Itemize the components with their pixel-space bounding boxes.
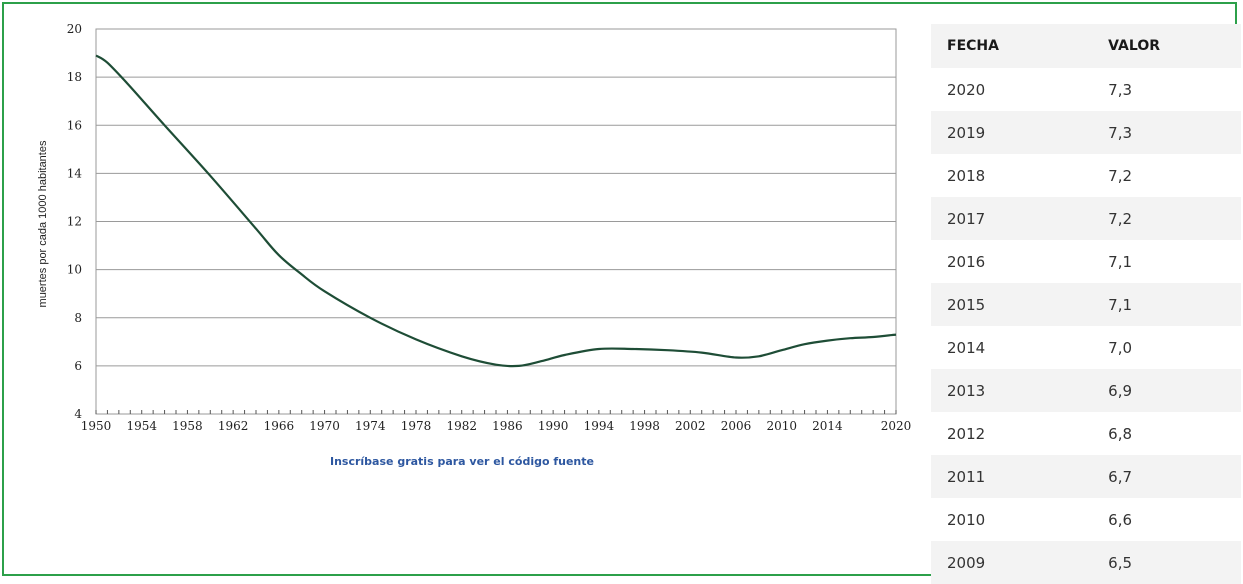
- x-tick-label: 1974: [355, 419, 386, 433]
- table-row: 2013 6,9: [931, 369, 1241, 412]
- cell-fecha: 2009: [931, 541, 1049, 584]
- x-tick-label: 1950: [81, 419, 112, 433]
- cell-fecha: 2010: [931, 498, 1049, 541]
- cell-valor: 6,6: [1048, 498, 1241, 541]
- cell-valor: 7,1: [1048, 240, 1241, 283]
- x-tick-label: 1958: [172, 419, 203, 433]
- x-tick-label: 2002: [675, 419, 706, 433]
- cell-fecha: 2013: [931, 369, 1049, 412]
- header-fecha: FECHA: [931, 24, 1049, 68]
- cell-fecha: 2015: [931, 283, 1049, 326]
- cell-fecha: 2011: [931, 455, 1049, 498]
- cell-valor: 6,7: [1048, 455, 1241, 498]
- cell-valor: 6,9: [1048, 369, 1241, 412]
- table-row: 2016 7,1: [931, 240, 1241, 283]
- cell-fecha: 2019: [931, 111, 1049, 154]
- cell-valor: 7,3: [1048, 111, 1241, 154]
- cell-fecha: 2016: [931, 240, 1049, 283]
- cell-valor: 7,3: [1048, 68, 1241, 111]
- table-row: 2015 7,1: [931, 283, 1241, 326]
- y-tick-label: 10: [67, 263, 82, 277]
- y-tick-label: 14: [67, 166, 83, 180]
- table-row: 2009 6,5: [931, 541, 1241, 584]
- x-tick-label: 1998: [629, 419, 660, 433]
- x-tick-label: 1994: [584, 419, 615, 433]
- cell-valor: 7,2: [1048, 197, 1241, 240]
- y-tick-label: 8: [74, 311, 82, 325]
- source-code-link[interactable]: Inscríbase gratis para ver el código fue…: [330, 455, 594, 468]
- cell-valor: 7,0: [1048, 326, 1241, 369]
- x-tick-label: 1986: [492, 419, 523, 433]
- y-tick-label: 4: [74, 407, 82, 421]
- cell-valor: 6,8: [1048, 412, 1241, 455]
- table-row: 2019 7,3: [931, 111, 1241, 154]
- cell-valor: 7,1: [1048, 283, 1241, 326]
- x-tick-label: 1962: [218, 419, 249, 433]
- x-tick-label: 1966: [264, 419, 295, 433]
- y-tick-label: 20: [67, 22, 82, 36]
- cell-fecha: 2014: [931, 326, 1049, 369]
- line-chart: 4 6 8 10 12 14 16 18 20 1950 1954 1958 1962 1966 1970 1…: [37, 22, 912, 468]
- x-tick-label: 1982: [446, 419, 477, 433]
- x-tick-label: 1990: [538, 419, 569, 433]
- y-axis-label: muertes por cada 1000 habitantes: [37, 140, 49, 307]
- y-tick-label: 16: [67, 118, 82, 132]
- table-header-row: FECHA VALOR: [931, 24, 1241, 68]
- table-row: 2011 6,7: [931, 455, 1241, 498]
- cell-fecha: 2012: [931, 412, 1049, 455]
- x-tick-label: 2010: [766, 419, 797, 433]
- y-tick-label: 18: [67, 70, 82, 84]
- cell-fecha: 2020: [931, 68, 1049, 111]
- y-tick-label: 12: [67, 215, 82, 229]
- x-tick-label: 1978: [401, 419, 432, 433]
- y-tick-label: 6: [74, 359, 82, 373]
- cell-valor: 6,5: [1048, 541, 1241, 584]
- table-row: 2010 6,6: [931, 498, 1241, 541]
- x-tick-label: 2020: [881, 419, 912, 433]
- x-tick-label: 2006: [721, 419, 752, 433]
- cell-valor: 7,2: [1048, 154, 1241, 197]
- table-row: 2012 6,8: [931, 412, 1241, 455]
- x-tick-label: 1954: [126, 419, 157, 433]
- cell-fecha: 2017: [931, 197, 1049, 240]
- series-line: [95, 54, 897, 368]
- header-valor: VALOR: [1048, 24, 1241, 68]
- table-row: 2017 7,2: [931, 197, 1241, 240]
- table-row: 2014 7,0: [931, 326, 1241, 369]
- table-row: 2018 7,2: [931, 154, 1241, 197]
- x-tick-label: 1970: [309, 419, 340, 433]
- x-tick-label: 2014: [812, 419, 843, 433]
- table-row: 2020 7,3: [931, 68, 1241, 111]
- cell-fecha: 2018: [931, 154, 1049, 197]
- data-table: FECHA VALOR 2020 7,3 2019 7,3 2018 7,2 2017 7,2…: [931, 24, 1241, 584]
